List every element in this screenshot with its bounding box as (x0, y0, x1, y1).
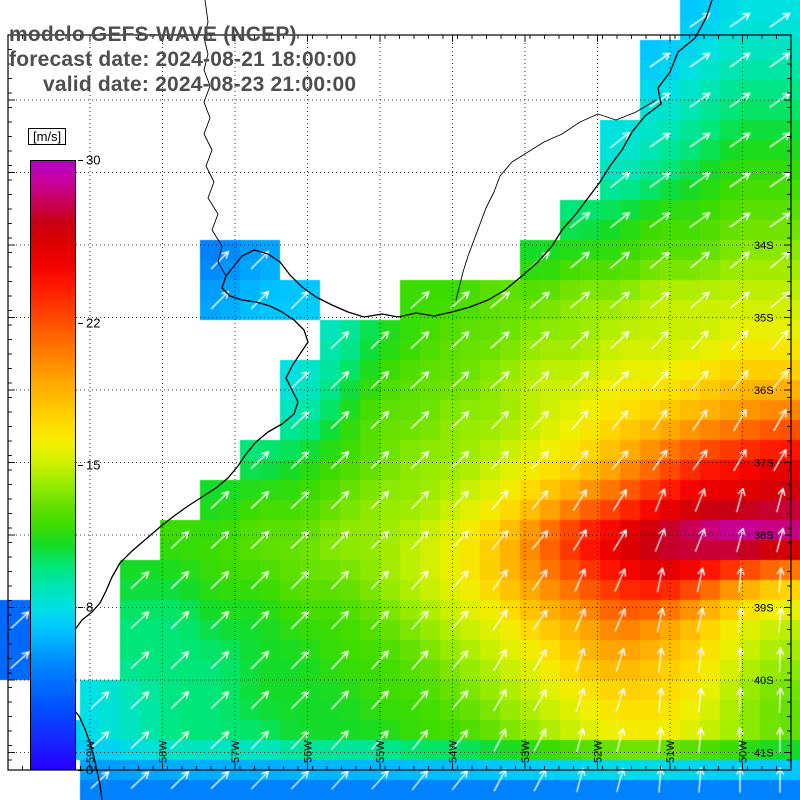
longitude-label: 52W (593, 740, 605, 763)
latitude-label: 36S (754, 385, 774, 397)
valid-date: valid date: 2024-08-23 21:00:00 (43, 73, 357, 96)
map-frame (7, 34, 792, 771)
latitude-label: 41S (754, 748, 774, 760)
colorbar-units-label: [m/s] (28, 128, 67, 145)
colorbar-gradient (30, 160, 76, 770)
colorbar-tick-label: 15 (86, 457, 101, 473)
model-title: modelo GEFS-WAVE (NCEP) (9, 23, 297, 46)
coastline (57, 0, 713, 800)
longitude-label: 58W (158, 740, 170, 763)
title-block: modelo GEFS-WAVE (NCEP) forecast date: 2… (9, 22, 357, 97)
latitude-label: 39S (754, 603, 774, 615)
longitude-label: 51W (665, 740, 677, 763)
latitude-label: 34S (754, 240, 774, 252)
longitude-label: 56W (303, 740, 315, 763)
latitude-label: 37S (754, 458, 774, 470)
forecast-date: forecast date: 2024-08-21 18:00:00 (9, 48, 357, 71)
inland-border (455, 99, 657, 301)
inland-border (203, 0, 227, 277)
longitude-label: 57W (230, 740, 242, 763)
colorbar-tick-mark (78, 160, 83, 161)
colorbar-tick-mark (78, 322, 83, 324)
longitude-label: 53W (520, 740, 532, 763)
colorbar-tick-label: 22 (86, 315, 101, 331)
longitude-label: 50W (738, 740, 750, 763)
colorbar: 30 22 15 8 0 (30, 153, 100, 778)
colorbar-ticks: 30 22 15 8 0 (30, 153, 100, 778)
colorbar-tick-label: 8 (86, 599, 94, 615)
latitude-label: 35S (754, 313, 774, 325)
colorbar-tick-label: 30 (86, 152, 101, 168)
longitude-label: 59W (85, 740, 97, 763)
colorbar-tick-mark (78, 770, 83, 771)
latitude-label: 40S (754, 675, 774, 687)
colorbar-tick-mark (78, 465, 83, 466)
longitude-label: 54W (448, 740, 460, 763)
colorbar-tick-mark (78, 607, 83, 609)
longitude-label: 55W (375, 740, 387, 763)
colorbar-tick-label: 0 (86, 762, 94, 778)
latitude-label: 38S (754, 530, 774, 542)
